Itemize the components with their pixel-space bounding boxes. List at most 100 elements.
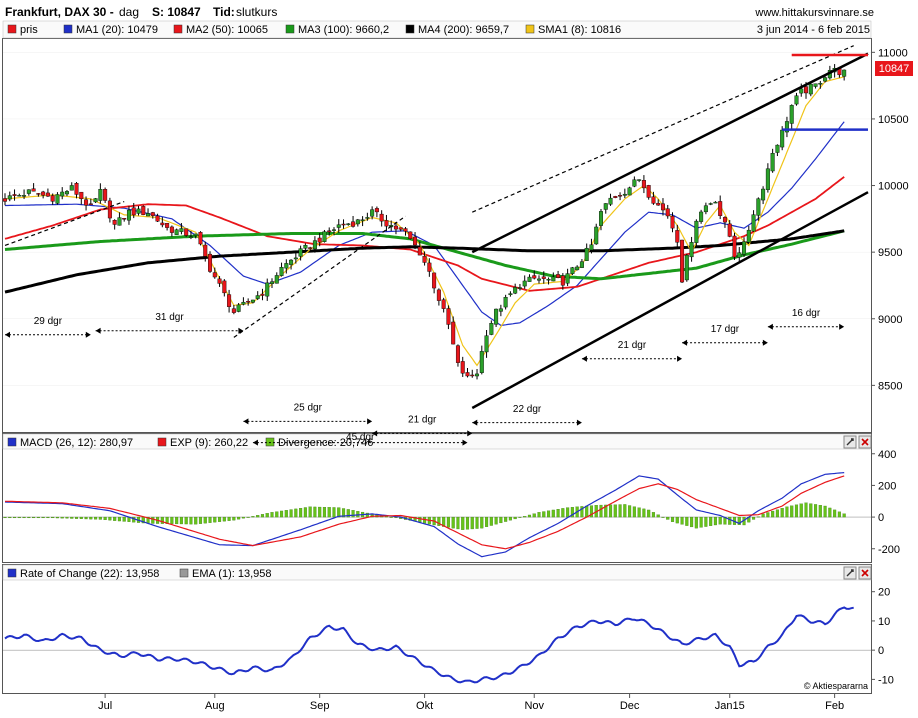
macd-settings-icon[interactable] xyxy=(843,435,857,449)
month-label: Okt xyxy=(416,700,433,712)
cycle-arrow-left xyxy=(95,327,101,334)
candle-body xyxy=(813,83,818,87)
divergence-bar xyxy=(198,516,203,524)
cycle-arrow-right xyxy=(462,439,468,446)
candle-body xyxy=(598,211,603,226)
candle-body xyxy=(722,217,727,223)
divergence-bar xyxy=(51,516,55,519)
candle-body xyxy=(365,217,370,219)
candle-body xyxy=(789,105,794,124)
legend-swatch xyxy=(525,24,535,34)
candle-body xyxy=(484,335,489,353)
candle-body xyxy=(513,287,518,294)
divergence-bar xyxy=(265,513,269,518)
legend-swatch xyxy=(157,437,167,447)
candle-body xyxy=(522,280,527,287)
divergence-bar xyxy=(32,516,36,519)
roc-series-line xyxy=(4,606,854,684)
candle-body xyxy=(7,195,12,200)
divergence-bar xyxy=(270,512,274,518)
candle-body xyxy=(417,246,422,256)
y-tick-label: 20 xyxy=(878,587,890,599)
divergence-bar xyxy=(389,516,393,518)
candle-body xyxy=(198,231,203,245)
divergence-bar xyxy=(804,502,808,518)
roc-settings-icon[interactable] xyxy=(843,566,857,580)
divergence-bar xyxy=(122,516,126,522)
divergence-bar xyxy=(570,507,574,518)
candle-body xyxy=(775,144,780,153)
divergence-bar xyxy=(289,509,293,518)
candle-body xyxy=(594,226,599,245)
cycle-label: 25 dgr xyxy=(294,403,323,414)
divergence-bar xyxy=(318,506,322,518)
candle-body xyxy=(436,289,441,301)
candle-body xyxy=(289,259,294,265)
candle-body xyxy=(393,225,398,230)
divergence-bar xyxy=(551,509,555,518)
candle-body xyxy=(551,276,556,282)
macd-series-line xyxy=(5,475,845,550)
y-tick-label: 9000 xyxy=(878,314,902,326)
candle-body xyxy=(265,282,270,297)
candle-body xyxy=(680,239,685,283)
divergence-bar xyxy=(17,516,21,519)
divergence-bar xyxy=(218,516,222,522)
divergence-bar xyxy=(470,516,474,530)
legend-label: pris xyxy=(20,24,38,36)
month-label: Dec xyxy=(620,700,640,712)
divergence-bar xyxy=(794,504,799,518)
candle-body xyxy=(398,227,403,230)
divergence-bar xyxy=(8,516,12,519)
legend-swatch xyxy=(7,437,17,447)
divergence-bar xyxy=(322,507,327,518)
candle-body xyxy=(608,197,613,205)
candle-body xyxy=(708,203,713,205)
ma-line xyxy=(4,229,845,281)
divergence-bar xyxy=(651,512,655,518)
divergence-bar xyxy=(3,516,7,519)
roc-legend: Rate of Change (22): 13,958 EMA (1): 13,9… xyxy=(7,568,272,580)
y-tick-label: 10 xyxy=(878,616,890,628)
candle-body xyxy=(665,208,670,217)
divergence-bar xyxy=(12,516,17,519)
candle-body xyxy=(441,299,446,309)
roc-plot xyxy=(3,606,871,684)
candle-body xyxy=(69,185,74,191)
y-tick-label: 8500 xyxy=(878,380,902,392)
divergence-bar xyxy=(599,504,603,518)
cycle-arrow-right xyxy=(238,327,244,334)
macd-plot xyxy=(3,472,871,558)
divergence-bar xyxy=(489,516,493,526)
macd-close-icon[interactable] xyxy=(858,435,872,449)
y-tick-label: -10 xyxy=(878,674,894,686)
divergence-bar xyxy=(446,516,450,528)
candle-body xyxy=(761,188,766,201)
candle-body xyxy=(660,203,665,211)
candle-body xyxy=(503,297,508,308)
cycle-label: 21 dgr xyxy=(618,340,647,351)
divergence-bar xyxy=(299,508,303,518)
y-tick-label: 200 xyxy=(878,480,896,492)
candle-body xyxy=(146,213,151,217)
divergence-bar xyxy=(675,516,679,524)
divergence-bar xyxy=(275,511,279,518)
divergence-bar xyxy=(208,516,212,523)
candle-body xyxy=(236,304,241,312)
candle-body xyxy=(346,223,351,225)
divergence-bar xyxy=(809,503,813,518)
candle-body xyxy=(31,188,36,192)
candle-body xyxy=(403,228,408,232)
divergence-bar xyxy=(694,516,698,529)
divergence-bar xyxy=(160,516,164,524)
divergence-bar xyxy=(623,504,627,518)
candle-body xyxy=(527,276,532,282)
candle-body xyxy=(212,272,217,278)
divergence-bar xyxy=(537,512,541,518)
candle-body xyxy=(246,301,251,303)
last-price-value: 10847 xyxy=(879,63,910,75)
divergence-bar xyxy=(766,512,770,518)
candle-body xyxy=(160,222,165,226)
legend-label: MA1 (20): 10479 xyxy=(76,24,158,36)
roc-close-icon[interactable] xyxy=(858,566,872,580)
